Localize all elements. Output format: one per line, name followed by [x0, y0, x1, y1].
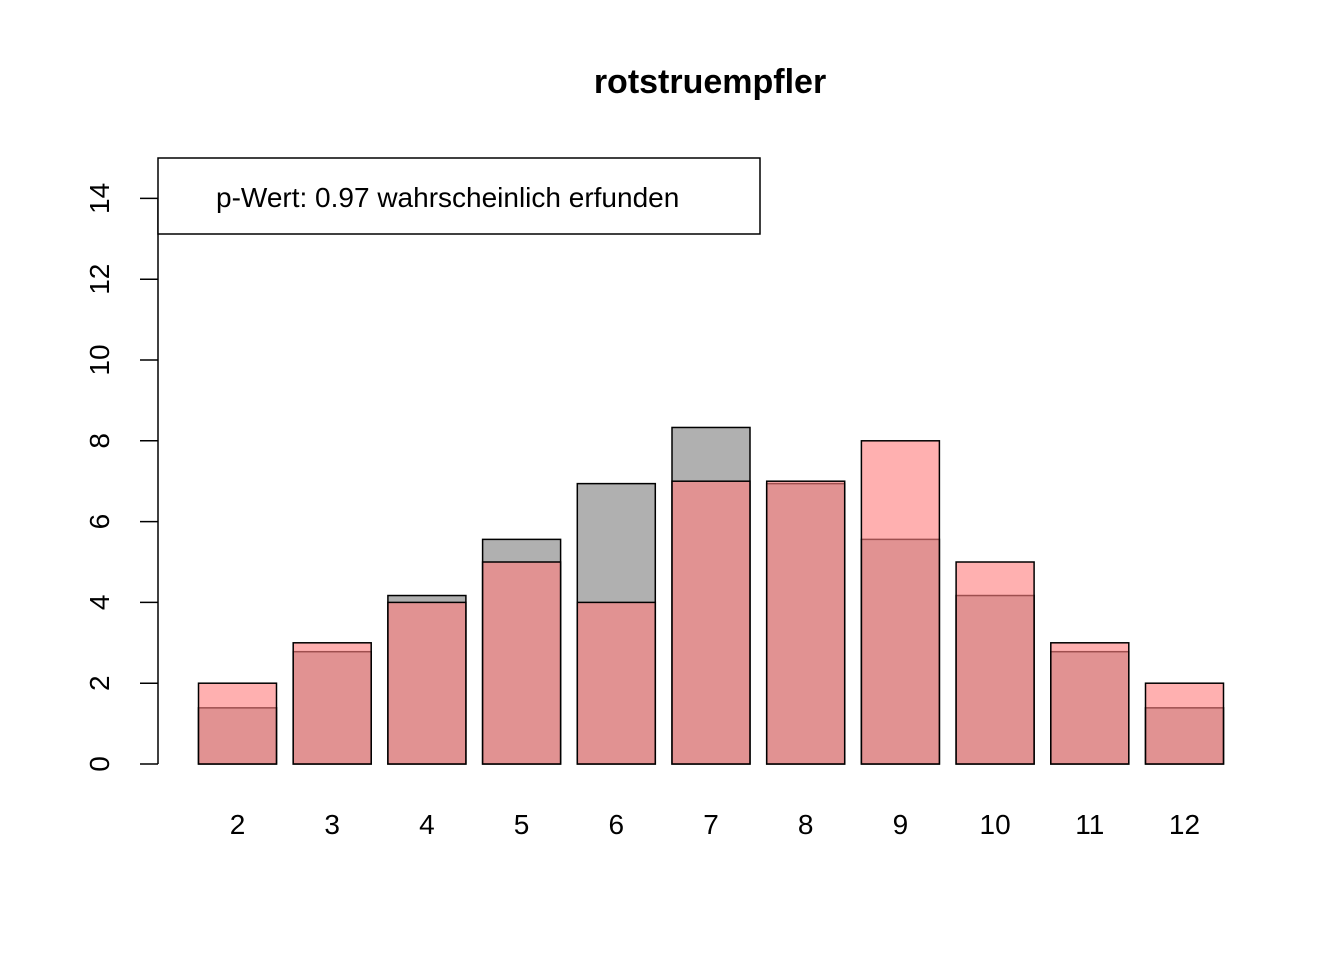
x-tick-label: 11 [1075, 809, 1104, 840]
bar-observed [481, 561, 562, 765]
x-axis-labels: 2 3 4 5 6 7 8 9 10 11 12 [230, 809, 1200, 840]
x-tick-label: 6 [609, 809, 625, 840]
y-tick-label: 2 [84, 675, 115, 691]
x-tick-label: 8 [798, 809, 814, 840]
bar-observed [860, 440, 941, 765]
legend: p-Wert: 0.97 wahrscheinlich erfunden [157, 157, 761, 235]
y-tick-label: 12 [84, 264, 115, 295]
x-tick-label: 9 [893, 809, 909, 840]
bar-observed [671, 480, 751, 765]
bar-observed [1144, 682, 1225, 765]
bar-observed [387, 601, 467, 765]
bar-observed [955, 561, 1035, 765]
x-tick-label: 2 [230, 809, 246, 840]
y-tick-label: 8 [84, 433, 115, 449]
x-tick-label: 4 [419, 809, 435, 840]
bar-observed [197, 682, 278, 765]
x-tick-label: 12 [1169, 809, 1200, 840]
bar-observed [292, 642, 372, 765]
y-axis: 0 2 4 6 8 10 12 14 [84, 183, 159, 772]
legend-box [157, 157, 761, 235]
y-tick-label: 6 [84, 514, 115, 530]
bars [197, 426, 1225, 765]
y-tick-label: 14 [84, 183, 115, 214]
x-tick-label: 10 [980, 809, 1011, 840]
bar-observed [576, 601, 657, 765]
x-tick-label: 3 [324, 809, 340, 840]
x-tick-label: 5 [514, 809, 530, 840]
x-tick-label: 7 [703, 809, 719, 840]
legend-text: p-Wert: 0.97 wahrscheinlich erfunden [216, 182, 679, 213]
y-tick-label: 10 [84, 344, 115, 375]
chart-title: rotstruempfler [594, 63, 826, 101]
y-tick-label: 0 [84, 756, 115, 772]
bar-observed [765, 480, 846, 765]
y-tick-label: 4 [84, 595, 115, 611]
bar-observed [1050, 642, 1130, 765]
